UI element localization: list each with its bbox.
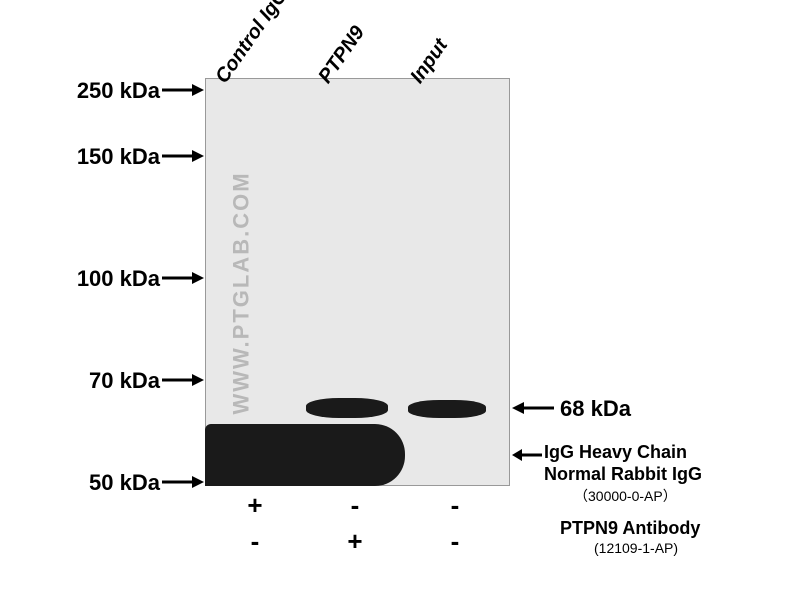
pm-row2-col1: - xyxy=(243,526,267,557)
pm-row2-col3: - xyxy=(443,526,467,557)
mw-arrow-50 xyxy=(162,474,204,490)
label-30000-0-ap: （30000-0-AP） xyxy=(574,486,677,506)
igg-heavy-chain-blob xyxy=(205,424,405,486)
label-normal-rabbit-igg: Normal Rabbit IgG xyxy=(544,464,702,485)
lane-label-control-igg: Control IgG xyxy=(211,0,293,88)
mw-arrow-100 xyxy=(162,270,204,286)
label-ptpn9-antibody: PTPN9 Antibody xyxy=(560,518,700,539)
pm-row1-col1: + xyxy=(243,490,267,521)
label-68kda: 68 kDa xyxy=(560,396,631,422)
label-12109-1-ap: (12109-1-AP) xyxy=(594,540,678,556)
mw-arrow-250 xyxy=(162,82,204,98)
mw-label-70: 70 kDa xyxy=(89,368,160,394)
pm-row1-col2: - xyxy=(343,490,367,521)
pm-row1-col3: - xyxy=(443,490,467,521)
mw-arrow-70 xyxy=(162,372,204,388)
label-igg-heavy: IgG Heavy Chain xyxy=(544,442,687,463)
band-ptpn9-lane2 xyxy=(306,398,388,418)
mw-label-250: 250 kDa xyxy=(77,78,160,104)
arrow-igg-heavy xyxy=(512,448,542,467)
mw-label-150: 150 kDa xyxy=(77,144,160,170)
band-ptpn9-lane3 xyxy=(408,400,486,418)
mw-arrow-150 xyxy=(162,148,204,164)
mw-label-100: 100 kDa xyxy=(77,266,160,292)
arrow-68kda xyxy=(512,400,554,421)
pm-row2-col2: + xyxy=(343,526,367,557)
mw-label-50: 50 kDa xyxy=(89,470,160,496)
